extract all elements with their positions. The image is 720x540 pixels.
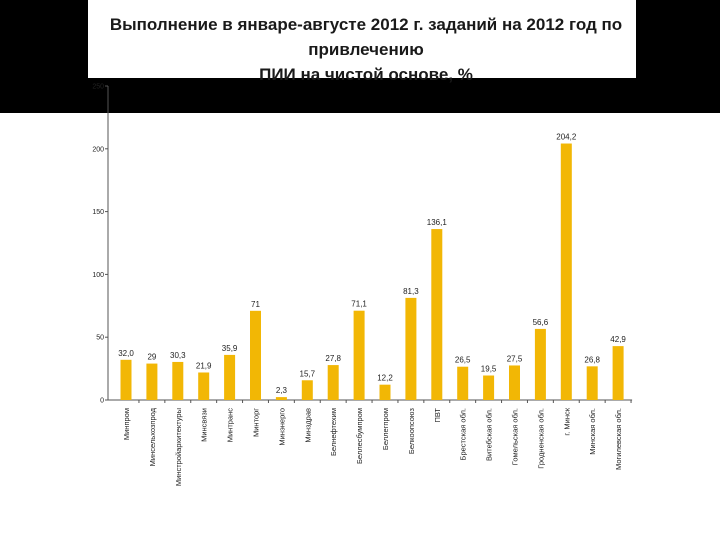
y-tick-label: 50 [96, 335, 104, 342]
bar-1 [146, 363, 158, 400]
y-tick-label: 0 [100, 398, 104, 405]
x-category-label: Минпром [122, 408, 131, 440]
data-label: 26,5 [455, 356, 471, 365]
data-label: 136,1 [427, 218, 448, 227]
chart-title-line-2: ПИИ на чистой основе, % [259, 65, 473, 84]
bar-16 [534, 328, 546, 400]
bar-3 [198, 372, 210, 400]
y-tick-label: 250 [92, 84, 104, 91]
bar-15 [509, 365, 520, 400]
data-label: 12,2 [377, 374, 393, 383]
x-category-label: г. Минск [562, 407, 571, 435]
y-tick-label: 200 [92, 146, 104, 153]
bar-2 [172, 361, 184, 400]
data-label: 81,3 [403, 287, 419, 296]
data-label: 29 [147, 353, 156, 362]
data-label: 15,7 [300, 369, 316, 378]
data-label: 71,1 [351, 300, 367, 309]
chart-title-line-1: Выполнение в январе-августе 2012 г. зада… [109, 15, 623, 59]
x-category-label: Гомельская обл. [511, 408, 520, 465]
x-category-label: Могилевская обл. [614, 408, 623, 470]
data-label: 27,8 [325, 354, 341, 363]
bar-11 [405, 297, 417, 400]
x-category-label: ПВТ [433, 408, 442, 423]
data-label: 56,6 [533, 318, 549, 327]
data-label: 27,5 [507, 354, 523, 363]
data-label: 32,0 [118, 349, 134, 358]
x-category-label: Минэнерго [277, 408, 286, 446]
bar-8 [327, 365, 339, 400]
bar-13 [457, 366, 469, 400]
bar-18 [586, 366, 598, 400]
x-category-label: Брестская обл. [459, 408, 468, 460]
x-category-label: Минздрав [303, 408, 312, 443]
data-label: 26,8 [584, 355, 600, 364]
bar-7 [301, 380, 313, 400]
bar-19 [612, 346, 624, 400]
x-category-label: Беллегпром [381, 408, 390, 450]
data-label: 204,2 [556, 133, 577, 142]
data-label: 19,5 [481, 365, 497, 374]
x-category-label: Минстройархитектуры [174, 408, 183, 486]
y-tick-label: 100 [92, 272, 104, 279]
x-category-label: Витебская обл. [485, 408, 494, 461]
x-category-label: Минторг [252, 408, 261, 437]
bar-12 [431, 229, 443, 400]
bar-4 [224, 354, 236, 400]
x-category-label: Минтранс [226, 408, 235, 442]
title-panel [88, 0, 636, 78]
data-label: 30,3 [170, 351, 186, 360]
y-tick-label: 150 [92, 209, 104, 216]
data-label: 42,9 [610, 335, 626, 344]
x-category-label: Беллесбумпром [355, 408, 364, 464]
data-label: 2,3 [276, 386, 288, 395]
chart-title: Выполнение в январе-августе 2012 г. зада… [96, 12, 636, 87]
bar-10 [379, 384, 391, 400]
data-label: 21,9 [196, 361, 212, 370]
bar-17 [560, 143, 572, 401]
x-category-label: Гродненская обл. [536, 408, 545, 469]
x-category-label: Минсвязи [200, 408, 209, 442]
x-category-label: Белкоопсоюз [407, 407, 416, 454]
data-label: 35,9 [222, 344, 238, 353]
bar-0 [120, 359, 132, 400]
bar-14 [483, 375, 495, 400]
bar-6 [275, 397, 287, 400]
x-category-label: Белнефтехим [329, 408, 338, 456]
x-category-label: Минская обл. [588, 408, 597, 455]
x-category-label: Минсельхозпрод [148, 407, 157, 466]
bar-9 [353, 310, 365, 400]
data-label: 71 [251, 300, 260, 309]
bar-5 [250, 310, 261, 400]
